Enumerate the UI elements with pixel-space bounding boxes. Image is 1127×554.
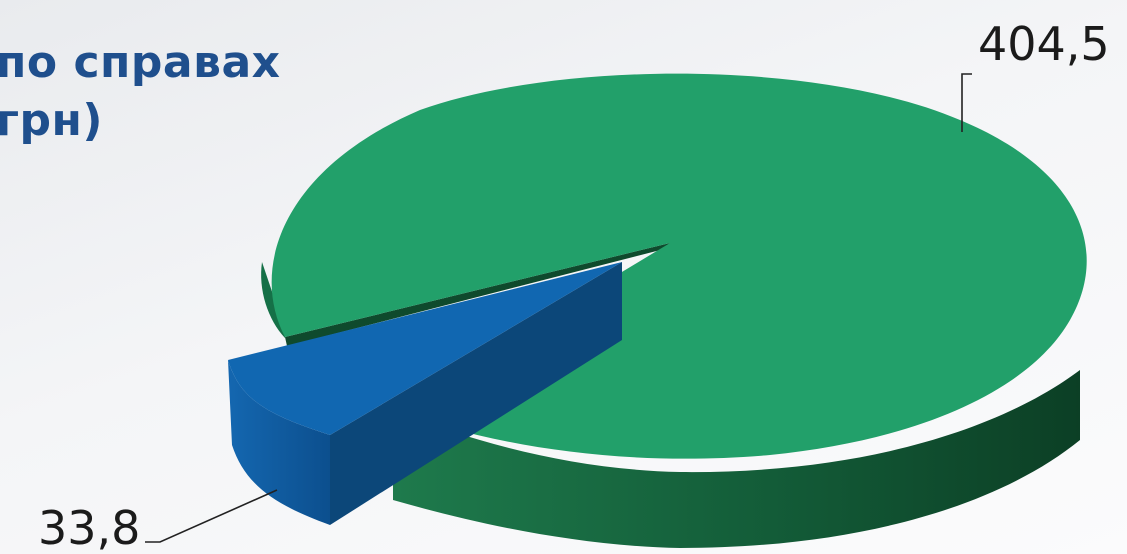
pie-slice-33-8 [228,262,622,435]
green-slice-cut-face [285,243,672,346]
data-label-404-5: 404,5 [978,17,1110,71]
chart-title-line-1: по справах [0,37,281,88]
leader-line-404-5 [961,73,972,132]
green-slice-side [393,370,1080,548]
chart-title: по справах грн) [0,34,281,150]
blue-slice-side [228,360,330,525]
data-label-33-8: 33,8 [38,501,140,554]
leader-line-33-8 [145,489,278,543]
blue-slice-cut-face [330,262,622,525]
chart-title-line-2: грн) [0,95,103,146]
